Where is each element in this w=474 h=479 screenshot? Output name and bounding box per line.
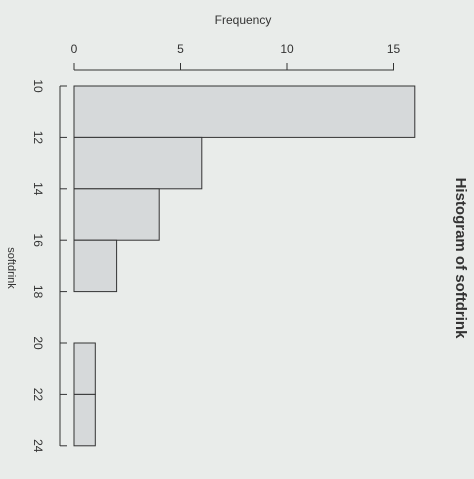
class-tick-label: 16 [31, 234, 45, 248]
class-tick-label: 12 [31, 131, 45, 145]
class-tick-label: 24 [31, 439, 45, 453]
frequency-tick-label: 10 [280, 42, 294, 56]
histogram-bar [73, 393, 96, 447]
class-tick-label: 22 [31, 388, 45, 402]
histogram-bar [73, 239, 118, 293]
frequency-tick-label: 15 [387, 42, 401, 56]
frequency-axis-label: Frequency [215, 13, 272, 27]
class-axis: 10 12 14 16 18 20 22 24 [31, 79, 67, 453]
class-tick-label: 14 [31, 182, 45, 196]
bars-group [73, 85, 416, 447]
histogram-bar [73, 85, 416, 138]
histogram-bar [73, 136, 203, 190]
class-tick-label: 10 [31, 79, 45, 93]
class-tick-label: 20 [31, 336, 45, 350]
histogram-bar [73, 188, 160, 241]
frequency-tick-label: 5 [177, 42, 184, 56]
chart-title: Histogram of softdrink [452, 178, 469, 339]
class-axis-label: softdrink [5, 247, 17, 289]
class-tick-label: 18 [31, 285, 45, 299]
frequency-tick-label: 0 [71, 42, 78, 56]
frequency-axis: 0 5 10 15 [71, 42, 401, 71]
histogram-bar [73, 342, 96, 395]
